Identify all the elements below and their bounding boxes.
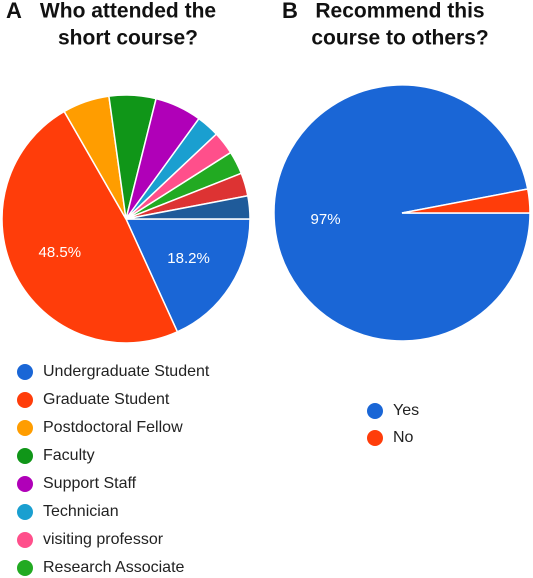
legend-marker (17, 532, 33, 548)
pie-slice (401, 188, 531, 214)
legend-marker (17, 364, 33, 380)
chart-title: Who attended the (40, 0, 216, 23)
legend-marker (17, 476, 33, 492)
panel-label: A (6, 0, 22, 23)
legend-label: Technician (43, 503, 119, 520)
legend-label: visiting professor (43, 531, 164, 548)
legend-label: Support Staff (43, 475, 137, 492)
legend-label: Faculty (43, 447, 95, 464)
legend-marker (17, 392, 33, 408)
legend-label: No (393, 429, 414, 446)
legend-marker (17, 448, 33, 464)
chart-title: short course? (58, 27, 198, 50)
pie-slice (1, 110, 179, 344)
legend-label: Research Associate (43, 559, 185, 576)
value-label: 97% (311, 211, 341, 228)
chart-title: Recommend this (315, 0, 484, 23)
legend-marker (367, 403, 383, 419)
legend-label: Yes (393, 402, 419, 419)
legend-marker (367, 430, 383, 446)
legend-label: Postdoctoral Fellow (43, 419, 183, 436)
pie-slice (124, 218, 251, 333)
panel-label: B (282, 0, 298, 23)
legend-marker (17, 560, 33, 576)
chart-title: course to others? (311, 27, 488, 50)
value-label: 18.2% (167, 250, 210, 267)
legend-label: Undergraduate Student (43, 363, 210, 380)
pie-slice (125, 194, 251, 220)
legend-label: Graduate Student (43, 391, 170, 408)
legend-marker (17, 504, 33, 520)
value-label: 48.5% (39, 244, 82, 261)
legend-marker (17, 420, 33, 436)
